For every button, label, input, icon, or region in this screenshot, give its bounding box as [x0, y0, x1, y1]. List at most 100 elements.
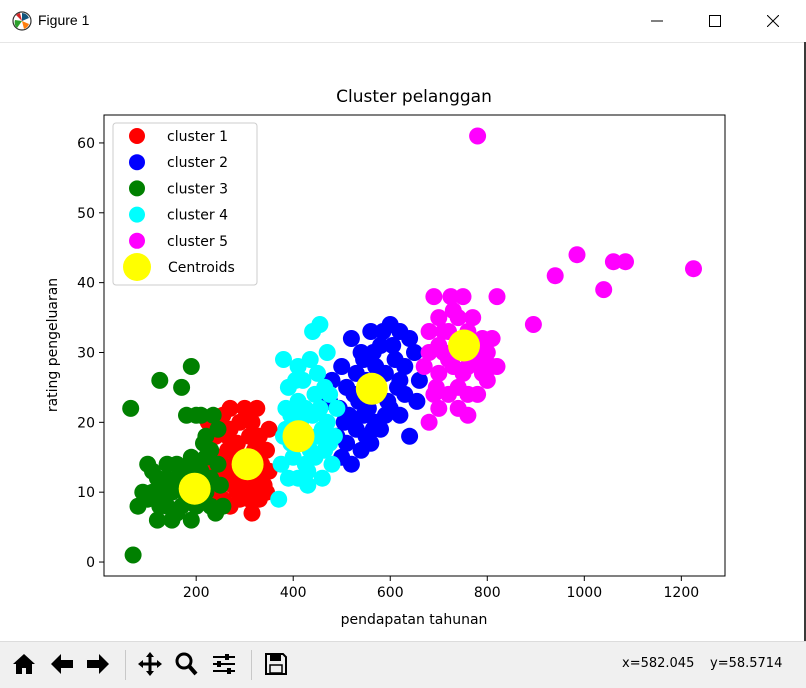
cluster-5-point [459, 406, 477, 424]
sliders-icon [213, 654, 235, 674]
coordinate-x-readout: x=582.045 [622, 656, 695, 671]
x-tick-label: 600 [377, 585, 404, 601]
cluster-3-point [192, 406, 210, 424]
legend-marker [129, 206, 145, 223]
zoom-button[interactable] [170, 648, 202, 680]
window-titlebar: Figure 1 [0, 0, 806, 43]
cluster-1-point [243, 413, 261, 431]
cluster-3-point [202, 441, 220, 459]
cluster-5-point [478, 344, 496, 361]
cluster-4-point [287, 406, 305, 424]
plot-frame [103, 114, 726, 577]
x-tick-label: 200 [183, 585, 210, 601]
y-tick-label: 30 [77, 345, 95, 361]
legend-marker [129, 154, 145, 171]
figure-canvas[interactable]: 200 400 600 800 1000 1200 0 10 20 30 40 50 60 Cluste… [1, 43, 805, 641]
cluster-2-point [391, 371, 409, 389]
window-title: Figure 1 [38, 12, 90, 28]
window-border [804, 42, 806, 641]
cluster-5-point [459, 385, 477, 403]
cluster-2-point [342, 455, 360, 473]
y-axis-label: rating pengeluaran [45, 278, 61, 412]
centroid-point [178, 472, 211, 505]
maximize-button[interactable] [686, 0, 744, 42]
y-tick-label: 60 [77, 136, 95, 152]
cluster-3-point [151, 371, 169, 389]
y-tick-label: 40 [77, 276, 95, 292]
save-button[interactable] [260, 648, 292, 680]
back-button[interactable] [46, 648, 78, 680]
arrow-right-icon [87, 654, 109, 674]
cluster-4-point [311, 399, 329, 417]
cluster-5-point [420, 323, 438, 340]
cluster-3-point [151, 497, 169, 515]
toolbar-separator [125, 650, 126, 680]
cluster-3-point [204, 406, 222, 424]
cluster-5-point [420, 413, 438, 431]
legend-label: Centroids [168, 260, 235, 276]
cluster-1-point [260, 420, 278, 438]
cluster-3-point [124, 546, 142, 564]
cluster-4-point [318, 413, 336, 431]
legend-label: cluster 2 [167, 155, 228, 171]
x-tick-label: 400 [280, 585, 307, 601]
cluster-5-point [427, 378, 445, 396]
cluster-5-point [425, 288, 443, 306]
cluster-2-point [362, 323, 380, 340]
cluster-5-point [430, 399, 448, 417]
cluster-2-point [342, 330, 360, 347]
cluster-3-point [158, 455, 176, 473]
cluster-3-point [122, 399, 140, 417]
cluster-1-point [248, 399, 266, 417]
magnifier-icon [175, 652, 198, 676]
coordinate-y-readout: y=58.5714 [710, 656, 783, 671]
pan-button[interactable] [134, 648, 166, 680]
centroid-point [282, 420, 315, 453]
close-button[interactable] [744, 0, 802, 42]
cluster-1-point [219, 441, 237, 459]
cluster-4-point [311, 316, 329, 333]
cluster-1-point [258, 441, 275, 459]
cluster-2-point [406, 344, 423, 361]
arrow-left-icon [51, 654, 73, 674]
cluster-5-point [454, 364, 472, 382]
cluster-1-point [231, 413, 249, 431]
legend-marker [129, 128, 145, 144]
chart-legend: cluster 1 cluster 2 cluster 3 cluster 4 clus… [112, 122, 258, 286]
cluster-1-point [241, 490, 258, 508]
cluster-5-point [488, 288, 506, 306]
cluster-2-point [384, 337, 402, 354]
y-tick-label: 10 [77, 485, 95, 501]
cluster-2-point [374, 323, 392, 340]
cluster-4-point [309, 364, 326, 382]
cluster-5-point [617, 253, 634, 271]
y-tick-label: 20 [77, 415, 95, 431]
cluster-2-point [362, 434, 380, 452]
cluster-2-point [333, 358, 351, 375]
cluster-4-point [275, 351, 292, 368]
cluster-3-point [214, 497, 232, 515]
legend-label: cluster 5 [167, 234, 228, 250]
home-button[interactable] [8, 648, 40, 680]
home-icon [13, 654, 35, 674]
cluster-3-point [182, 358, 200, 375]
minimize-button[interactable] [628, 0, 686, 42]
forward-button[interactable] [82, 648, 114, 680]
cluster-2-point [396, 358, 414, 375]
cluster-5-point [430, 337, 448, 354]
cluster-4-point [299, 462, 317, 480]
matplotlib-logo-icon [12, 11, 32, 31]
cluster-1-point [241, 427, 258, 445]
y-tick-label: 50 [77, 206, 95, 222]
cluster-3-point [182, 511, 200, 529]
cluster-3-point [209, 420, 227, 438]
y-tick-label: 0 [86, 555, 95, 571]
cluster-4-point [323, 455, 341, 473]
cluster-4-point [301, 351, 319, 368]
legend-label: cluster 4 [167, 208, 228, 224]
legend-marker [123, 253, 151, 281]
cluster-3-point [209, 455, 227, 473]
configure-subplots-button[interactable] [208, 648, 240, 680]
toolbar-separator [251, 650, 252, 680]
cluster-5-point [568, 246, 586, 264]
